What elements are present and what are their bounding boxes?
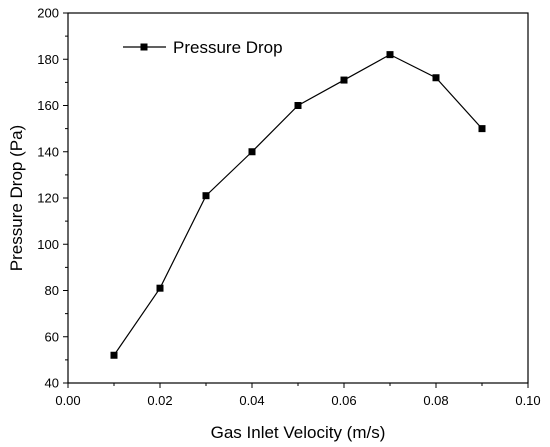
legend-marker bbox=[140, 43, 148, 51]
y-tick-label: 100 bbox=[37, 237, 59, 252]
data-point bbox=[432, 74, 440, 82]
y-tick-label: 80 bbox=[45, 283, 59, 298]
data-point bbox=[248, 148, 256, 156]
x-tick-label: 0.06 bbox=[331, 393, 356, 408]
legend-label: Pressure Drop bbox=[173, 38, 283, 57]
data-point bbox=[340, 76, 348, 84]
data-point bbox=[110, 351, 118, 359]
x-tick-label: 0.00 bbox=[55, 393, 80, 408]
x-tick-label: 0.10 bbox=[515, 393, 540, 408]
y-tick-label: 60 bbox=[45, 329, 59, 344]
data-point bbox=[386, 51, 394, 59]
legend: Pressure Drop bbox=[123, 38, 283, 57]
x-tick-label: 0.04 bbox=[239, 393, 264, 408]
y-tick-label: 180 bbox=[37, 52, 59, 67]
plot-frame bbox=[67, 12, 529, 384]
series-layer bbox=[110, 51, 486, 359]
x-axis-ticks: 0.00 0.02 0.04 0.06 0.08 0.10 bbox=[55, 383, 541, 408]
y-axis-title: Pressure Drop (Pa) bbox=[7, 125, 26, 271]
x-axis-title: Gas Inlet Velocity (m/s) bbox=[211, 423, 386, 442]
x-tick-label: 0.08 bbox=[423, 393, 448, 408]
series-line bbox=[113, 53, 483, 356]
data-point bbox=[202, 192, 210, 200]
y-tick-label: 140 bbox=[37, 144, 59, 159]
y-tick-label: 40 bbox=[45, 376, 59, 391]
y-tick-label: 120 bbox=[37, 191, 59, 206]
y-axis-ticks: 40 60 80 100 120 140 160 180 200 bbox=[37, 6, 68, 391]
y-tick-label: 200 bbox=[37, 6, 59, 21]
data-point bbox=[156, 284, 164, 292]
data-point bbox=[478, 125, 486, 133]
data-point bbox=[294, 102, 302, 109]
x-tick-label: 0.02 bbox=[147, 393, 172, 408]
y-tick-label: 160 bbox=[37, 98, 59, 113]
